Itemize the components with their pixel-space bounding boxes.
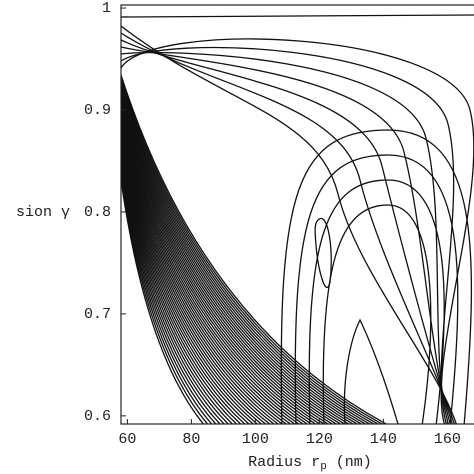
y-tick-label: 0.6 xyxy=(84,408,111,425)
contour-line xyxy=(121,84,371,424)
contour-line xyxy=(121,46,452,424)
contour-line xyxy=(121,14,474,18)
contour-line xyxy=(121,139,275,424)
contour-line xyxy=(121,96,351,424)
contour-line xyxy=(121,124,301,424)
contour-line xyxy=(121,51,450,424)
contour-line xyxy=(322,204,432,424)
contour-lines xyxy=(121,14,474,424)
y-tick-label: 0.7 xyxy=(84,306,111,323)
contour-line xyxy=(121,148,259,424)
contour-line xyxy=(121,105,334,424)
contour-line xyxy=(343,318,399,424)
contour-line xyxy=(280,129,473,424)
y-tick-label: 0.8 xyxy=(84,204,111,221)
contour-line xyxy=(121,158,242,424)
contour-line xyxy=(121,25,457,424)
x-tick-label: 140 xyxy=(370,431,397,448)
contour-line xyxy=(121,115,317,424)
contour-line xyxy=(121,79,380,424)
contour-line xyxy=(308,179,445,424)
contour-line xyxy=(121,156,246,424)
contour-line xyxy=(121,46,455,424)
contour-line xyxy=(121,129,292,424)
contour-line xyxy=(121,93,355,424)
contour-line xyxy=(121,141,271,424)
contour-line xyxy=(121,91,359,424)
y-tick-label: 0.9 xyxy=(84,102,111,119)
x-axis-label: Radius rp (nm) xyxy=(248,454,372,473)
contour-line xyxy=(121,167,226,424)
contour-line xyxy=(121,175,213,424)
x-tick-label: 120 xyxy=(306,431,333,448)
contour-line xyxy=(121,163,234,424)
contour-line xyxy=(121,101,342,424)
contour-line xyxy=(121,110,326,424)
contour-line xyxy=(121,103,338,424)
contour-line xyxy=(121,172,217,424)
contour-line xyxy=(121,136,280,424)
contour-line xyxy=(121,144,267,424)
contour-line xyxy=(121,122,305,424)
plot-frame xyxy=(120,4,474,425)
contour-line xyxy=(121,151,255,424)
contour-line xyxy=(121,146,263,424)
contour-line xyxy=(121,117,313,424)
x-tick-label: 100 xyxy=(242,431,269,448)
contour-line xyxy=(121,89,363,424)
contour-line xyxy=(121,108,330,424)
contour-line xyxy=(121,98,346,424)
x-tick-label: 160 xyxy=(434,431,461,448)
contour-line xyxy=(121,165,230,424)
contour-line xyxy=(314,217,332,289)
contour-line xyxy=(121,160,238,424)
x-tick-label: 60 xyxy=(118,431,136,448)
contour-line xyxy=(121,81,376,424)
contour-line xyxy=(121,134,284,424)
contour-line xyxy=(121,170,221,424)
contour-line xyxy=(121,127,296,424)
contour-line xyxy=(121,132,288,424)
contour-line xyxy=(121,179,205,424)
contour-line xyxy=(294,154,459,424)
contour-line xyxy=(121,177,209,424)
contour-line xyxy=(121,74,388,424)
contour-line xyxy=(121,77,384,424)
contour-line xyxy=(121,38,474,424)
contour-line xyxy=(121,153,250,424)
contour-line xyxy=(121,113,321,424)
contour-line xyxy=(121,120,309,424)
y-axis-label: sion γ xyxy=(16,204,70,221)
contour-line xyxy=(121,32,456,424)
x-tick-label: 80 xyxy=(182,431,200,448)
y-tick-label: 1 xyxy=(102,0,111,17)
